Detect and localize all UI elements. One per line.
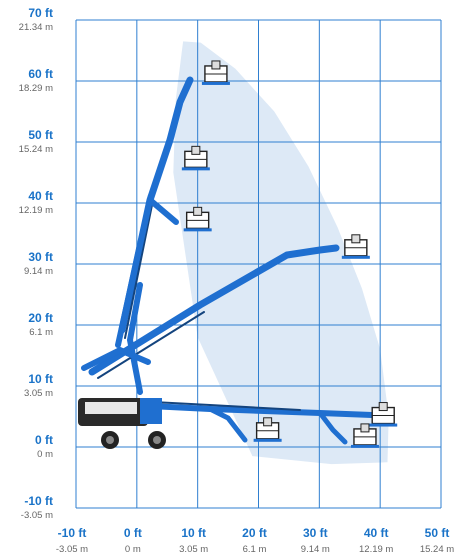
platform-basket-icon <box>369 402 398 427</box>
x-tick-label-ft: 40 ft <box>364 526 389 540</box>
y-tick-label-m: 21.34 m <box>19 22 53 33</box>
y-tick-label-m: 6.1 m <box>29 327 53 338</box>
x-tick-label-ft: 0 ft <box>124 526 142 540</box>
x-tick-label-ft: 20 ft <box>242 526 267 540</box>
y-tick-label-m: 0 m <box>37 449 53 460</box>
y-tick-label-ft: 20 ft <box>28 311 53 325</box>
y-tick-label-ft: 30 ft <box>28 250 53 264</box>
y-tick-label-m: 9.14 m <box>24 266 53 277</box>
y-tick-label-m: 3.05 m <box>24 388 53 399</box>
chassis <box>78 398 166 449</box>
x-tick-label-ft: -10 ft <box>58 526 87 540</box>
platforms <box>181 60 398 448</box>
x-tick-label-ft: 30 ft <box>303 526 328 540</box>
x-tick-label-m: 0 m <box>125 544 141 555</box>
y-tick-label-ft: 60 ft <box>28 67 53 81</box>
y-tick-label-m: 15.24 m <box>19 144 53 155</box>
platform-basket-icon <box>183 206 212 232</box>
x-tick-label-ft: 50 ft <box>425 526 450 540</box>
y-tick-label-ft: 70 ft <box>28 6 53 20</box>
x-tick-label-m: -3.05 m <box>56 544 88 555</box>
working-envelope <box>173 41 389 465</box>
platform-basket-icon <box>201 60 230 85</box>
y-tick-label-m: 12.19 m <box>19 205 53 216</box>
x-tick-label-ft: 10 ft <box>181 526 206 540</box>
y-tick-label-ft: 50 ft <box>28 128 53 142</box>
boom-lift-illustration <box>78 76 375 449</box>
y-tick-label-ft: -10 ft <box>24 494 53 508</box>
x-tick-label-m: 6.1 m <box>243 544 267 555</box>
y-tick-label-ft: 0 ft <box>35 433 53 447</box>
y-tick-label-ft: 40 ft <box>28 189 53 203</box>
x-tick-label-m: 15.24 m <box>420 544 454 555</box>
y-tick-label-m: -3.05 m <box>21 510 53 521</box>
platform-basket-icon <box>350 423 379 448</box>
platform-basket-icon <box>253 417 282 442</box>
platform-basket-icon <box>181 145 210 171</box>
x-tick-label-m: 12.19 m <box>359 544 393 555</box>
x-tick-label-m: 9.14 m <box>301 544 330 555</box>
y-tick-label-m: 18.29 m <box>19 83 53 94</box>
axis-labels: 70 ft 21.34 m 60 ft 18.29 m 50 ft 15.24 m 40 f… <box>19 6 455 555</box>
x-tick-label-m: 3.05 m <box>179 544 208 555</box>
envelope-shape <box>173 41 389 465</box>
y-tick-label-ft: 10 ft <box>28 372 53 386</box>
platform-basket-icon <box>341 234 370 259</box>
